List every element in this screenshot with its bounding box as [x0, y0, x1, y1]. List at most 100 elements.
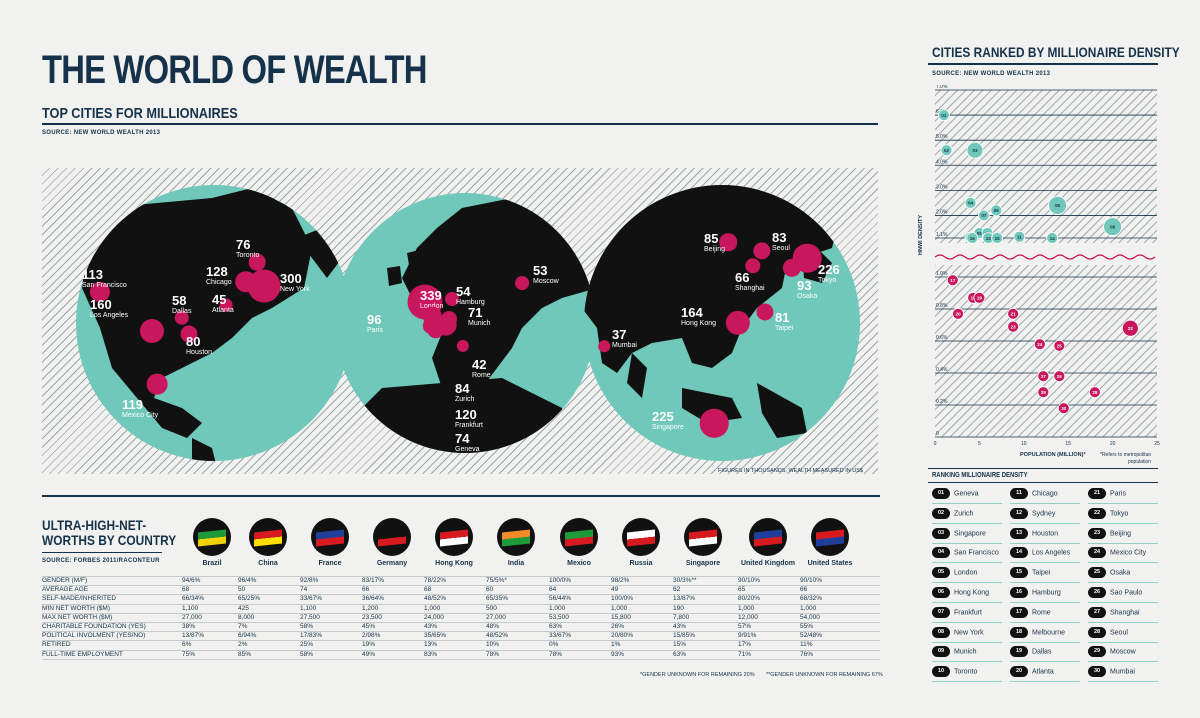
city-label: 54 Hamburg	[456, 285, 485, 306]
city-name: Beijing	[704, 246, 726, 253]
divider	[42, 552, 162, 553]
city-name: Taipei	[775, 325, 794, 332]
row-label: MAX NET WORTH ($M)	[42, 613, 113, 621]
y-tick-label: 0.8%	[936, 303, 948, 309]
city-dot	[174, 310, 190, 326]
scatter-point-label: 15	[995, 236, 1001, 241]
scatter-point	[966, 232, 979, 244]
table-cell: 500	[486, 604, 497, 612]
flag-icon	[684, 518, 722, 556]
rank-city: San Francisco	[954, 549, 999, 557]
table-cell: 63%	[549, 623, 563, 630]
table-cell: 1,000	[424, 604, 441, 612]
scatter-point	[946, 274, 959, 287]
uhnw-title-line1: ULTRA-HIGH-NET-	[42, 517, 147, 533]
rank-underline	[932, 542, 1002, 544]
table-row: CHARITABLE FOUNDATION (YES) 38% 7% 58% 45% 43…	[42, 622, 880, 631]
table-cell: 64	[549, 586, 557, 594]
table-cell: 13%	[424, 641, 438, 649]
city-dot	[180, 325, 198, 343]
ranking-item: 01 Geneva	[932, 488, 1002, 504]
table-cell: 52/48%	[800, 632, 823, 640]
scatter-point-label: 28	[1092, 390, 1098, 395]
city-name: Paris	[367, 327, 383, 334]
x-tick-label: 20	[1110, 441, 1116, 447]
rank-city: London	[954, 569, 978, 577]
table-row: RETIRED 6% 2% 25% 19% 13% 10% 0% 1% 15% 17% 11%	[42, 640, 880, 649]
rank-underline	[1088, 681, 1158, 683]
divider	[928, 482, 1158, 483]
ranking-item: 22 Tokyo	[1088, 507, 1158, 524]
city-label: 76 Toronto	[236, 238, 259, 259]
table-cell: 65/25%	[238, 595, 261, 603]
city-label: 53 Moscow	[533, 264, 559, 285]
scatter-point	[1088, 386, 1101, 399]
city-value: 80	[186, 334, 201, 349]
y-tick-label: 0.6%	[936, 335, 948, 341]
city-dot	[445, 292, 459, 306]
country-name: France	[318, 560, 342, 567]
table-cell: 43%	[673, 623, 687, 630]
table-cell: 17%	[738, 641, 752, 649]
table-cell: 66	[362, 586, 370, 594]
flag-icon	[560, 518, 598, 556]
ranking-title: RANKING MILLIONAIRE DENSITY	[932, 472, 1028, 479]
city-label: 128 Chicago	[206, 265, 232, 286]
footnote-2: **GENDER UNKNOWN FOR REMAINING 67%	[766, 672, 883, 678]
city-label: 66 Shanghai	[735, 271, 765, 292]
table-rule	[42, 585, 880, 587]
table-cell: 11%	[800, 641, 813, 649]
table-cell: 90/10%	[738, 577, 761, 584]
city-dot	[699, 408, 729, 438]
scatter-point	[1053, 370, 1066, 383]
city-label: 225 Singapore	[652, 410, 684, 431]
ranking-item: 12 Sydney	[1010, 507, 1080, 524]
scatter-point-label: 24	[1037, 342, 1043, 347]
table-cell: 30/3%**	[673, 577, 697, 584]
city-label: 83 Seoul	[772, 231, 790, 252]
table-cell: 65/35%	[486, 595, 509, 603]
scatter-point-label: 04	[968, 201, 974, 206]
table-cell: 12,000	[738, 613, 758, 621]
city-value: 84	[455, 381, 470, 396]
rank-underline	[932, 562, 1002, 564]
scatter-point-label: 08	[1110, 225, 1116, 230]
city-value: 113	[82, 267, 103, 282]
country-name: China	[258, 560, 278, 567]
table-cell: 1,000	[800, 604, 817, 612]
rank-underline	[932, 621, 1002, 623]
rank-city: Hamburg	[1032, 589, 1061, 597]
country-name: Mexico	[567, 560, 591, 567]
table-cell: 15,800	[611, 613, 631, 621]
y-tick-label: 2.0%	[936, 209, 948, 215]
city-name: Dallas	[172, 308, 192, 315]
city-name: San Francisco	[82, 282, 127, 289]
ranking-item: 26 Sao Paulo	[1088, 587, 1158, 603]
rank-city: Mexico City	[1110, 549, 1147, 557]
ranking-item: 10 Toronto	[932, 666, 1002, 683]
rank-underline	[1088, 562, 1158, 564]
table-cell: 33/67%	[300, 595, 323, 603]
city-value: 300	[280, 271, 302, 286]
table-cell: 38%	[182, 623, 196, 630]
rank-underline	[1010, 641, 1080, 643]
rank-underline	[932, 522, 1002, 524]
table-cell: 54,000	[800, 613, 820, 621]
divider	[42, 123, 878, 125]
asia-globe	[584, 185, 860, 461]
city-name: London	[420, 303, 443, 310]
city-dot	[422, 317, 440, 335]
divider	[928, 63, 1158, 65]
city-dot	[247, 269, 281, 303]
rank-city: Moscow	[1110, 648, 1136, 656]
table-cell: 13/87%	[673, 595, 696, 603]
row-label: GENDER (M/F)	[42, 577, 88, 584]
city-name: Tokyo	[818, 277, 837, 284]
table-cell: 48%	[486, 623, 500, 630]
city-name: Singapore	[652, 424, 684, 431]
scatter-point	[1046, 232, 1059, 244]
table-cell: 55%	[800, 623, 814, 630]
country-name: United Kingdom	[740, 560, 796, 567]
rank-number: 17	[1010, 606, 1028, 618]
city-dot	[146, 373, 168, 395]
